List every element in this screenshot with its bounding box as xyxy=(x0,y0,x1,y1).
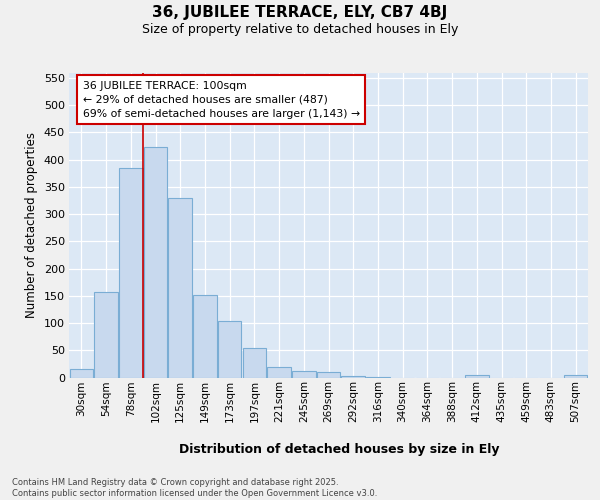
Bar xyxy=(94,292,118,378)
Bar xyxy=(218,322,241,378)
Bar xyxy=(341,376,365,378)
Text: Distribution of detached houses by size in Ely: Distribution of detached houses by size … xyxy=(179,442,499,456)
Bar xyxy=(564,376,587,378)
Bar xyxy=(366,377,389,378)
Bar xyxy=(144,146,167,378)
Text: Size of property relative to detached houses in Ely: Size of property relative to detached ho… xyxy=(142,22,458,36)
Bar xyxy=(242,348,266,378)
Text: 36, JUBILEE TERRACE, ELY, CB7 4BJ: 36, JUBILEE TERRACE, ELY, CB7 4BJ xyxy=(152,5,448,20)
Bar xyxy=(169,198,192,378)
Bar xyxy=(292,371,316,378)
Text: 36 JUBILEE TERRACE: 100sqm
← 29% of detached houses are smaller (487)
69% of sem: 36 JUBILEE TERRACE: 100sqm ← 29% of deta… xyxy=(83,80,360,118)
Text: Contains HM Land Registry data © Crown copyright and database right 2025.
Contai: Contains HM Land Registry data © Crown c… xyxy=(12,478,377,498)
Bar xyxy=(317,372,340,378)
Bar xyxy=(465,375,488,378)
Bar xyxy=(119,168,143,378)
Bar xyxy=(268,367,291,378)
Bar xyxy=(70,370,93,378)
Bar xyxy=(193,294,217,378)
Y-axis label: Number of detached properties: Number of detached properties xyxy=(25,132,38,318)
